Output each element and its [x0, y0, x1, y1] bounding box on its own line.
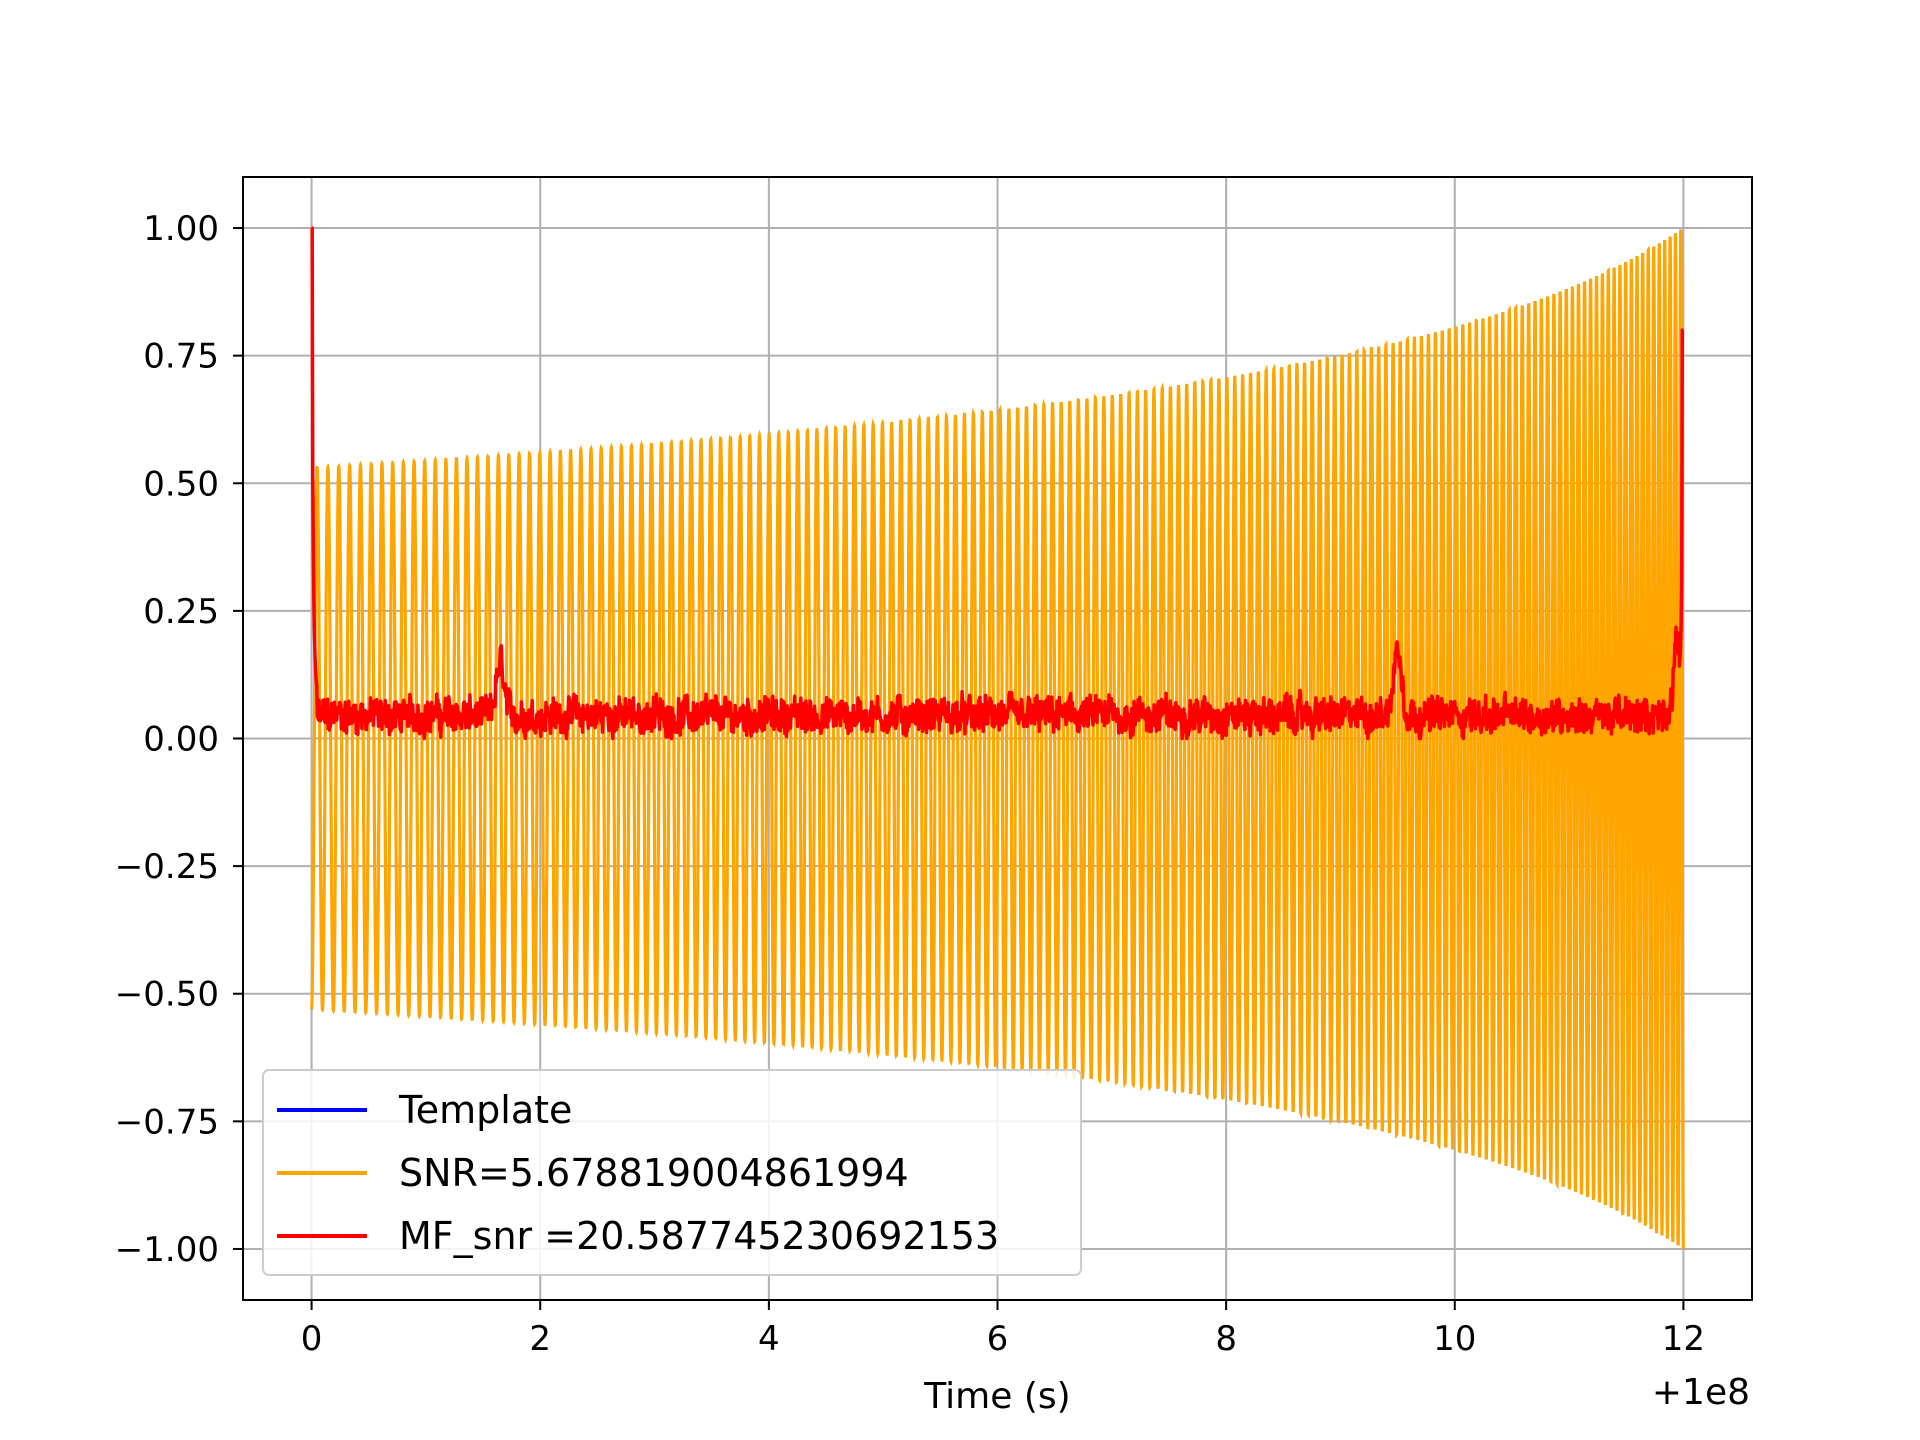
y-axis-ticks: 1.00 0.75 0.50 0.25 0.00 −0.25 −0.50 −0.75 −1.00 — [115, 209, 243, 1270]
x-axis-offset-text: +1e8 — [1652, 1372, 1750, 1413]
y-tick-label: 1.00 — [143, 209, 219, 249]
series-snr-line — [310, 229, 1686, 1250]
y-tick-label: −0.25 — [115, 847, 219, 887]
x-tick-label: 2 — [529, 1319, 551, 1359]
x-tick-label: 8 — [1215, 1319, 1237, 1359]
y-tick-label: 0.00 — [143, 720, 219, 760]
y-tick-label: 0.75 — [143, 337, 219, 377]
y-tick-label: −0.50 — [115, 975, 219, 1015]
legend-entry-label: MF_snr =20.587745230692153 — [399, 1214, 999, 1258]
series-mf-snr-line — [310, 226, 1685, 741]
x-axis-label: Time (s) — [923, 1376, 1070, 1417]
y-tick-label: 0.25 — [143, 592, 219, 632]
series-layer — [310, 226, 1686, 1250]
legend-box — [262, 1069, 1082, 1276]
x-axis-ticks: 0 2 4 6 8 10 12 — [301, 1300, 1705, 1359]
legend-entry-label: SNR=5.678819004861994 — [399, 1151, 909, 1195]
x-tick-label: 0 — [301, 1319, 323, 1359]
x-tick-label: 12 — [1662, 1319, 1705, 1359]
x-tick-label: 10 — [1433, 1319, 1476, 1359]
y-tick-label: 0.50 — [143, 464, 219, 504]
y-tick-label: −0.75 — [115, 1102, 219, 1142]
x-tick-label: 6 — [987, 1319, 1009, 1359]
legend-entry-label: Template — [398, 1088, 572, 1132]
y-tick-label: −1.00 — [115, 1230, 219, 1270]
legend: Template SNR=5.678819004861994 MF_snr =20.… — [262, 1069, 1082, 1276]
x-tick-label: 4 — [758, 1319, 780, 1359]
plot-area — [310, 226, 1686, 1250]
